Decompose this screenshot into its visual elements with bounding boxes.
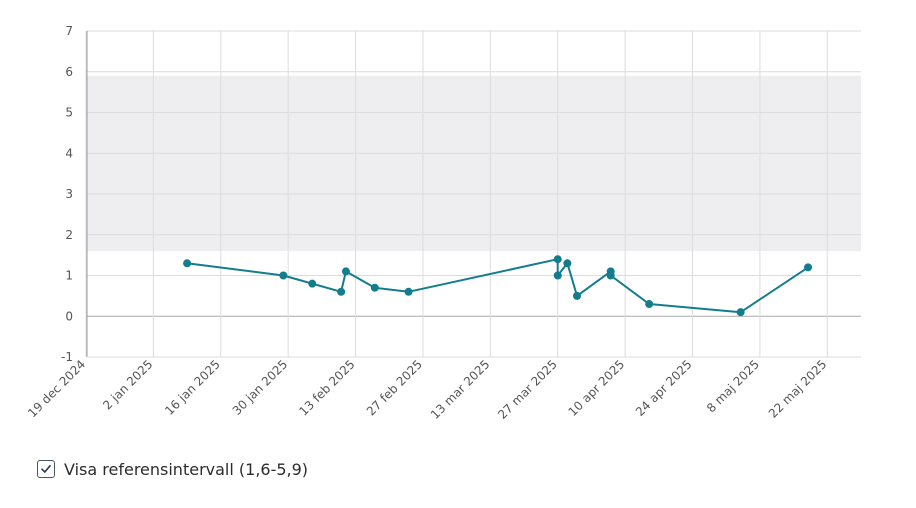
x-tick-label: 13 mar 2025: [428, 357, 493, 422]
reference-interval-checkbox[interactable]: [37, 460, 55, 478]
y-tick-label: 2: [65, 228, 73, 242]
data-point[interactable]: [563, 259, 572, 268]
data-point[interactable]: [279, 271, 288, 280]
data-point[interactable]: [341, 267, 350, 276]
data-point[interactable]: [553, 255, 562, 264]
x-tick-label: 2 jan 2025: [100, 357, 155, 412]
y-tick-label: 3: [65, 187, 73, 201]
data-point[interactable]: [804, 263, 813, 272]
y-tick-label: 0: [65, 309, 73, 323]
y-tick-label: 1: [65, 269, 73, 283]
data-point[interactable]: [183, 259, 192, 268]
data-point[interactable]: [404, 287, 413, 296]
data-point[interactable]: [645, 300, 654, 309]
x-tick-label: 16 jan 2025: [162, 357, 223, 418]
checkmark-icon: [41, 465, 51, 473]
grid-layer: [85, 30, 861, 358]
x-tick-label: 24 apr 2025: [633, 357, 695, 419]
x-tick-label: 8 maj 2025: [704, 357, 762, 415]
data-point[interactable]: [606, 271, 615, 280]
series-line-layer: [186, 258, 809, 314]
y-tick-label: 5: [65, 106, 73, 120]
reference-band: [86, 75, 861, 252]
x-tick-label: 30 jan 2025: [230, 357, 291, 418]
data-point[interactable]: [337, 287, 346, 296]
data-point[interactable]: [572, 291, 581, 300]
x-tick-label: 13 feb 2025: [296, 357, 357, 418]
data-point[interactable]: [736, 308, 745, 317]
reference-band-layer: [86, 75, 861, 252]
x-tick-label: 19 dec 2024: [25, 357, 88, 420]
x-tick-label: 10 apr 2025: [565, 357, 627, 419]
x-tick-label: 22 maj 2025: [766, 357, 830, 421]
y-tick-label: 7: [65, 24, 73, 38]
y-tick-label: -1: [61, 350, 73, 364]
data-point[interactable]: [308, 279, 317, 288]
reference-interval-toggle[interactable]: Visa referensintervall (1,6-5,9): [37, 458, 308, 480]
x-tick-label: 27 feb 2025: [364, 357, 425, 418]
x-tick-label: 27 mar 2025: [495, 357, 560, 422]
data-point[interactable]: [370, 283, 379, 292]
reference-interval-label: Visa referensintervall (1,6-5,9): [64, 459, 309, 479]
y-tick-label: 4: [65, 146, 73, 160]
line-chart: -1 0 1 2 3 4 5 6 7 19 dec 2024 2 jan 2025 16 jan 20…: [25, 24, 861, 422]
data-point[interactable]: [553, 271, 562, 280]
series-line: [186, 258, 809, 314]
y-tick-label: 6: [65, 65, 73, 79]
data-point-layer: [183, 255, 813, 317]
